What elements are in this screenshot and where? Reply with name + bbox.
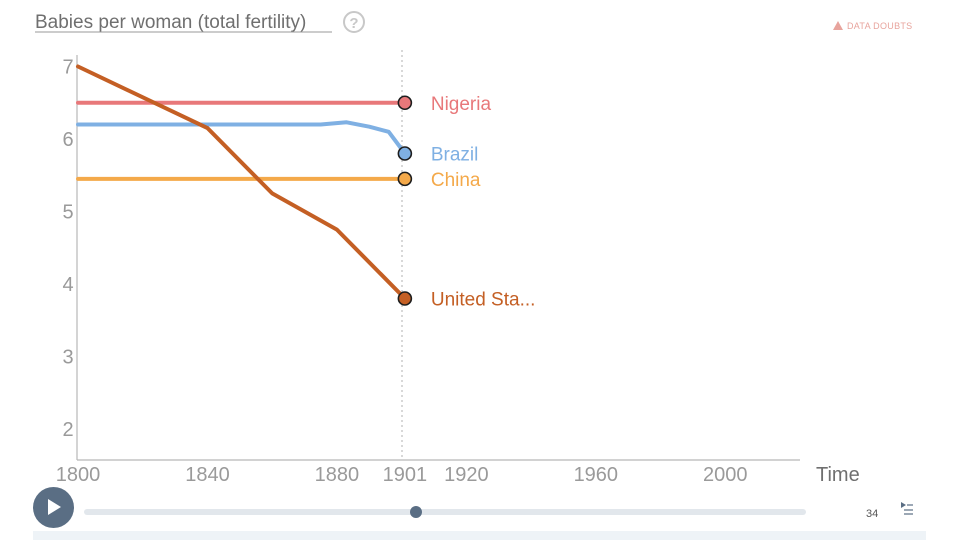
series-line-united-states[interactable] <box>76 64 407 301</box>
x-tick-label-current: 1901 <box>383 464 428 486</box>
series-label-brazil[interactable]: Brazil <box>431 145 479 166</box>
x-tick-label: 1800 <box>56 464 101 486</box>
series-marker-nigeria[interactable] <box>397 95 413 111</box>
series-marker-united-states[interactable] <box>397 291 413 306</box>
bottom-strip <box>33 531 926 540</box>
y-tick-label: 5 <box>62 202 73 224</box>
series-labels: Nigeria Brazil China United Sta... <box>431 94 536 311</box>
warning-triangle-icon <box>833 21 843 30</box>
x-tick-label: 1840 <box>185 464 230 486</box>
play-button[interactable] <box>33 487 74 528</box>
data-doubts-link[interactable]: DATA DOUBTS <box>833 21 912 31</box>
series-label-united-states[interactable]: United Sta... <box>431 290 536 311</box>
play-icon <box>48 499 61 515</box>
timeline-slider-track[interactable] <box>84 509 806 515</box>
x-axis-ticks: 1800 1840 1880 1901 1920 1960 2000 <box>56 464 748 486</box>
timeline-slider-thumb[interactable] <box>410 506 423 518</box>
y-axis-ticks: 7 6 5 4 3 2 <box>62 57 73 442</box>
y-tick-label: 4 <box>62 274 73 296</box>
series-label-china[interactable]: China <box>431 170 481 191</box>
x-axis-label: Time <box>816 464 860 486</box>
x-tick-label: 1960 <box>574 464 619 486</box>
page-number: 34 <box>866 508 879 520</box>
series-lines <box>76 64 407 301</box>
x-tick-label: 2000 <box>703 464 748 486</box>
data-doubts-label: DATA DOUBTS <box>847 21 912 31</box>
y-tick-label: 7 <box>62 57 73 79</box>
series-label-nigeria[interactable]: Nigeria <box>431 94 492 115</box>
x-tick-label: 1880 <box>315 464 360 486</box>
series-marker-brazil[interactable] <box>397 146 413 161</box>
svg-text:?: ? <box>349 15 358 32</box>
series-marker-china[interactable] <box>397 171 413 187</box>
series-line-brazil[interactable] <box>76 120 407 156</box>
y-tick-label: 6 <box>62 129 73 151</box>
y-tick-label: 2 <box>62 419 73 441</box>
menu-icon[interactable] <box>899 501 915 517</box>
series-markers <box>397 95 413 306</box>
chart-title: Babies per woman (total fertility) <box>35 12 306 33</box>
y-tick-label: 3 <box>62 347 73 369</box>
question-circle-icon[interactable]: ? <box>343 11 365 33</box>
x-tick-label: 1920 <box>444 464 489 486</box>
